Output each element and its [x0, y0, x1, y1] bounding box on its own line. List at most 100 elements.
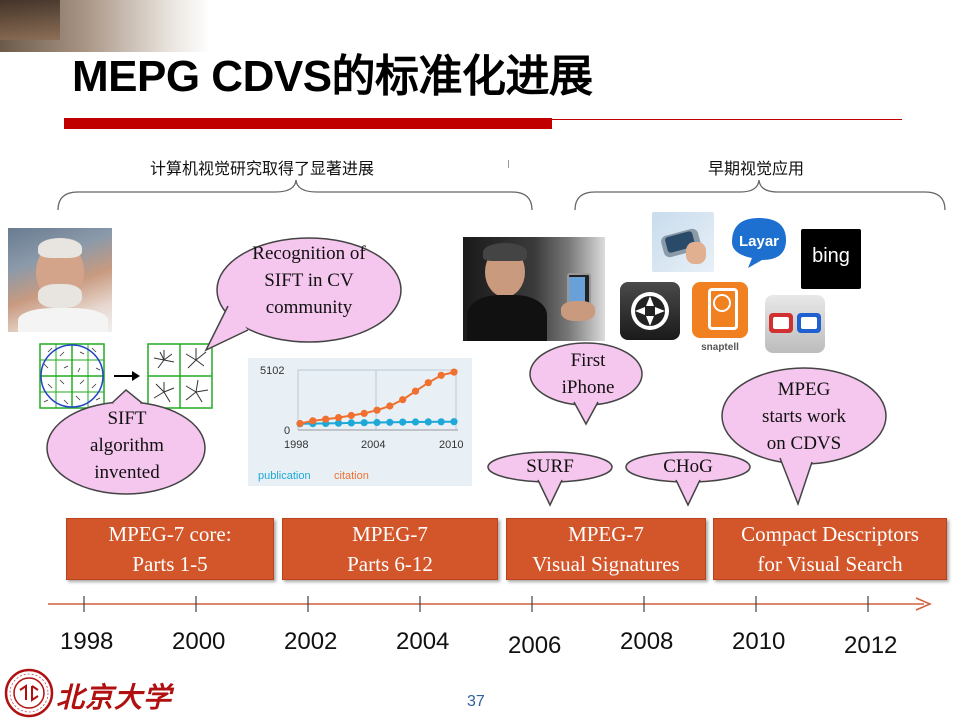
snaptell-label: snaptell — [701, 342, 739, 353]
sift-grid-left — [39, 343, 105, 409]
box-visual-signatures-line2: Visual Signatures — [532, 552, 680, 576]
band-right-label: 早期视觉应用 — [708, 159, 805, 178]
bing-app-icon: bing — [801, 229, 861, 289]
bubble-recognition-line3: community — [265, 297, 353, 318]
sift-descriptor-illustration — [39, 343, 213, 409]
chart-point-citation — [411, 387, 420, 395]
bubble-iphone-shape — [529, 342, 643, 426]
lowe-photo — [8, 228, 112, 332]
chart-xtick-2004: 2004 — [361, 439, 385, 451]
box-mpeg7-core-line2: Parts 1-5 — [132, 552, 208, 576]
bubble-mpeg-line2: starts work — [762, 406, 846, 427]
pku-seal-logo — [4, 668, 54, 718]
box-visual-signatures-line1: MPEG-7 — [568, 522, 644, 546]
bubble-mpeg-line1: MPEG — [777, 379, 831, 400]
band-left-label: 计算机视觉研究取得了显著进展 — [150, 159, 375, 178]
bubble-mpeg-text: MPEG starts work on CDVS — [744, 376, 864, 457]
bubble-surf-text: SURF — [526, 456, 574, 477]
chart-point-citation — [309, 417, 317, 425]
chart-point-publication — [450, 418, 458, 426]
chart-point-publication — [373, 418, 381, 427]
chart-point-publication — [360, 419, 368, 427]
chart-ytick-top: 5102 — [260, 365, 284, 377]
sift-arrow-icon — [114, 371, 140, 381]
box-mpeg7-parts-line2: Parts 6-12 — [347, 552, 433, 576]
chart-point-publication — [386, 418, 394, 426]
citation-chart: 5102 0 1998 2004 2010 publication citati… — [258, 365, 463, 482]
year-1998: 1998 — [60, 628, 114, 655]
chart-point-citation — [296, 419, 304, 428]
slide-title: MEPG CDVS的标准化进展 — [72, 52, 593, 101]
box-mpeg7-core: MPEG-7 core: Parts 1-5 — [66, 518, 274, 580]
camera-shutter-app-icon — [620, 282, 680, 340]
bubble-recognition-shape — [204, 237, 402, 352]
chart-xtick-2010: 2010 — [439, 439, 463, 451]
bubble-recognition-text: Recognition of SIFT in CV community — [230, 240, 388, 321]
box-mpeg7-core-line1: MPEG-7 core: — [108, 522, 232, 546]
chart-xtick-1998: 1998 — [284, 439, 308, 451]
chart-point-publication — [424, 418, 432, 426]
box-mpeg7-parts-line1: MPEG-7 — [352, 522, 428, 546]
pku-name: 北京大学 — [56, 681, 173, 714]
year-2002: 2002 — [284, 628, 338, 655]
bubble-mpeg-line3: on CDVS — [766, 433, 842, 454]
brace-right — [574, 179, 946, 211]
timeline-axis — [48, 596, 932, 612]
box-cdvs-line1: Compact Descriptors — [741, 522, 919, 546]
jobs-iphone-photo — [463, 237, 605, 341]
bubble-sift-line2: algorithm — [90, 435, 164, 456]
year-2000: 2000 — [172, 628, 226, 655]
band-separator-mark — [508, 160, 509, 168]
title-underline-accent — [64, 118, 552, 129]
box-cdvs: Compact Descriptors for Visual Search — [713, 518, 947, 580]
chart-point-citation — [360, 409, 368, 417]
chart-point-citation — [399, 396, 407, 404]
box-visual-signatures: MPEG-7 Visual Signatures — [506, 518, 706, 580]
phone-scan-app-icon — [652, 212, 714, 272]
bubble-iphone-line1: First — [570, 350, 606, 371]
chart-point-publication — [334, 419, 343, 427]
chart-point-citation — [437, 371, 445, 379]
bubble-iphone-line2: iPhone — [561, 377, 615, 398]
chart-legend-citation: citation — [334, 470, 369, 482]
year-2006: 2006 — [508, 632, 562, 659]
chart-point-publication — [411, 418, 420, 426]
brace-left — [57, 179, 533, 211]
braces — [57, 179, 946, 211]
chart-point-citation — [322, 415, 330, 423]
year-2012: 2012 — [844, 632, 898, 659]
chart-point-citation — [373, 406, 381, 414]
chart-point-citation — [450, 368, 458, 376]
box-cdvs-line2: for Visual Search — [757, 552, 903, 576]
chart-point-citation — [334, 414, 343, 422]
chart-point-citation — [424, 379, 432, 387]
snaptell-app-icon — [692, 282, 748, 338]
bubble-recognition-line1: Recognition of — [252, 243, 366, 264]
chart-point-publication — [347, 419, 355, 427]
bubble-chog-text: CHoG — [663, 456, 713, 477]
sift-grid-right — [147, 343, 213, 409]
bubble-surf-shape — [487, 451, 613, 507]
year-2010: 2010 — [732, 628, 786, 655]
chart-legend-publication: publication — [258, 470, 311, 482]
chart-line-citation — [299, 371, 455, 425]
bubble-iphone-text: First iPhone — [540, 347, 636, 401]
bubble-mpeg-shape — [721, 367, 887, 506]
bubble-sift-text: SIFT algorithm invented — [66, 405, 188, 486]
bubble-sift-line3: invented — [94, 462, 160, 483]
bubble-sift-shape — [46, 389, 206, 495]
header-decoration-roof — [0, 0, 60, 40]
bubble-recognition-line2: SIFT in CV — [264, 270, 354, 291]
google-goggles-app-icon — [765, 295, 825, 353]
layar-app-icon: Layar — [726, 212, 792, 270]
bubble-chog-shape — [625, 451, 751, 507]
box-mpeg7-parts: MPEG-7 Parts 6-12 — [282, 518, 498, 580]
chart-point-citation — [347, 411, 355, 420]
chart-ytick-bottom: 0 — [284, 425, 290, 437]
page-number: 37 — [467, 693, 485, 710]
title-underline-thin — [552, 119, 902, 120]
chart-point-citation — [386, 402, 394, 410]
year-2008: 2008 — [620, 628, 674, 655]
year-2004: 2004 — [396, 628, 450, 655]
chart-point-publication — [437, 418, 445, 426]
